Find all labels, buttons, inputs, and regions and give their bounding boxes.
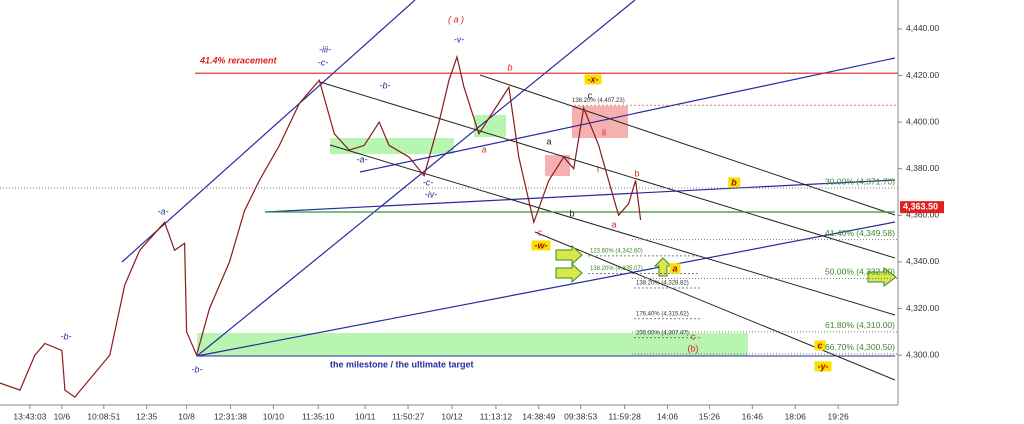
wave-label: -c- (423, 177, 434, 187)
x-tick-label: 11:50:27 (392, 411, 425, 421)
y-tick-label: 4,340.00 (906, 256, 939, 266)
x-tick-label: 15:26 (699, 411, 721, 421)
x-tick-label: 10/11 (355, 411, 376, 421)
y-tick-label: 4,440.00 (906, 23, 939, 33)
ext-label: 138.20% (4,335.07) (590, 266, 643, 272)
wave-label: -c- (318, 57, 329, 67)
y-tick-label: 4,420.00 (906, 70, 939, 80)
channel-line (319, 81, 896, 259)
label-box (728, 177, 741, 188)
wave-label: a (611, 219, 616, 229)
wave-label: i (597, 164, 599, 174)
wave-label: -b- (380, 80, 391, 90)
wave-label: c (588, 90, 593, 100)
y-tick-label: 4,380.00 (906, 163, 939, 173)
last-price-label: 4,363.50 (903, 202, 938, 212)
label-box (814, 340, 826, 351)
wave-label: b (731, 177, 737, 187)
wave-label: -b- (61, 331, 72, 341)
target-label: the milestone / the ultimate target (330, 359, 474, 369)
label-box (531, 240, 551, 251)
x-tick-label: 10/12 (441, 411, 463, 421)
wave-label: -b- (192, 364, 203, 374)
fib-label: 66.70% (4,300.50) (825, 342, 895, 352)
wave-label: a (672, 263, 677, 273)
x-tick-label: 19:26 (827, 411, 849, 421)
x-tick-label: 10:08:51 (87, 411, 120, 421)
zone (330, 138, 454, 154)
wave-label: -iii- (319, 44, 331, 54)
arrow (555, 262, 583, 284)
x-tick-label: 10/8 (178, 411, 195, 421)
wave-label: -y- (818, 361, 829, 371)
wave-label: -iv- (425, 189, 438, 199)
x-tick-label: 13:43:03 (13, 411, 46, 421)
label-box (669, 263, 681, 274)
x-tick-label: 14:38:49 (522, 411, 555, 421)
ext-label: 138.20% (4,407.23) (572, 98, 625, 104)
arrow (653, 257, 673, 277)
wave-label: b (634, 168, 639, 178)
trend-line (196, 0, 636, 357)
x-tick-label: 14:06 (657, 411, 679, 421)
x-tick-label: 10/6 (54, 411, 71, 421)
last-price-box (900, 201, 944, 214)
x-tick-label: 11:13:12 (480, 411, 513, 421)
fib-label: 41.40% (4,349.58) (825, 228, 895, 238)
trend-line (196, 221, 896, 357)
ext-label: 200.00% (4,307.47) (636, 330, 689, 336)
zone (545, 155, 570, 176)
ext-label: 123.60% (4,342.60) (590, 248, 643, 254)
channel-line (479, 74, 896, 216)
wave-label: (b) (688, 343, 699, 353)
trend-line (359, 57, 896, 173)
y-tick-label: 4,400.00 (906, 116, 939, 126)
x-tick-label: 11:59:28 (608, 411, 641, 421)
fib-label: 50.00% (4,332.90) (825, 267, 895, 277)
price-line (0, 54, 642, 398)
wave-label: b (507, 62, 512, 72)
wave-label: -a- (158, 206, 169, 216)
x-tick-label: 12:31:38 (214, 411, 247, 421)
x-tick-label: 12:35 (136, 411, 158, 421)
fib-label: 61.80% (4,310.00) (825, 320, 895, 330)
y-tick-label: 4,360.00 (906, 210, 939, 220)
arrow (867, 267, 897, 287)
wave-label: ( a ) (448, 14, 464, 24)
channel-line (534, 231, 896, 381)
wave-label: ii (602, 127, 606, 137)
wave-label: a (546, 136, 551, 146)
wave-label: -v- (454, 34, 465, 44)
y-tick-label: 4,300.00 (906, 349, 939, 359)
wave-label: c (538, 227, 543, 237)
ext-label: 138.20% (4,328.82) (636, 281, 689, 287)
x-tick-label: 18:06 (785, 411, 807, 421)
wave-label: c (691, 331, 696, 341)
x-tick-label: 09:38:53 (564, 411, 597, 421)
wave-label: -x- (588, 74, 599, 84)
wave-label: a (481, 144, 486, 154)
y-tick-label: 4,320.00 (906, 303, 939, 313)
wave-label: c (817, 340, 822, 350)
arrow (555, 244, 583, 266)
target-zone (197, 333, 748, 356)
drawings (0, 0, 899, 406)
x-tick-label: 10/10 (263, 411, 285, 421)
label-box (584, 74, 602, 85)
retracement-label: 41.4% reracement (199, 56, 278, 66)
x-tick-label: 11:35:10 (302, 411, 335, 421)
ext-label: 176.40% (4,315.62) (636, 311, 689, 317)
fib-label: 30.00% (4,371.70) (825, 176, 895, 186)
x-tick-label: 16:46 (742, 411, 764, 421)
wave-label: -a- (357, 154, 368, 164)
trend-line (264, 179, 896, 213)
wave-label: -w- (535, 240, 548, 250)
trend-line (121, 0, 416, 263)
wave-label: b (569, 208, 574, 218)
label-box (814, 361, 832, 372)
